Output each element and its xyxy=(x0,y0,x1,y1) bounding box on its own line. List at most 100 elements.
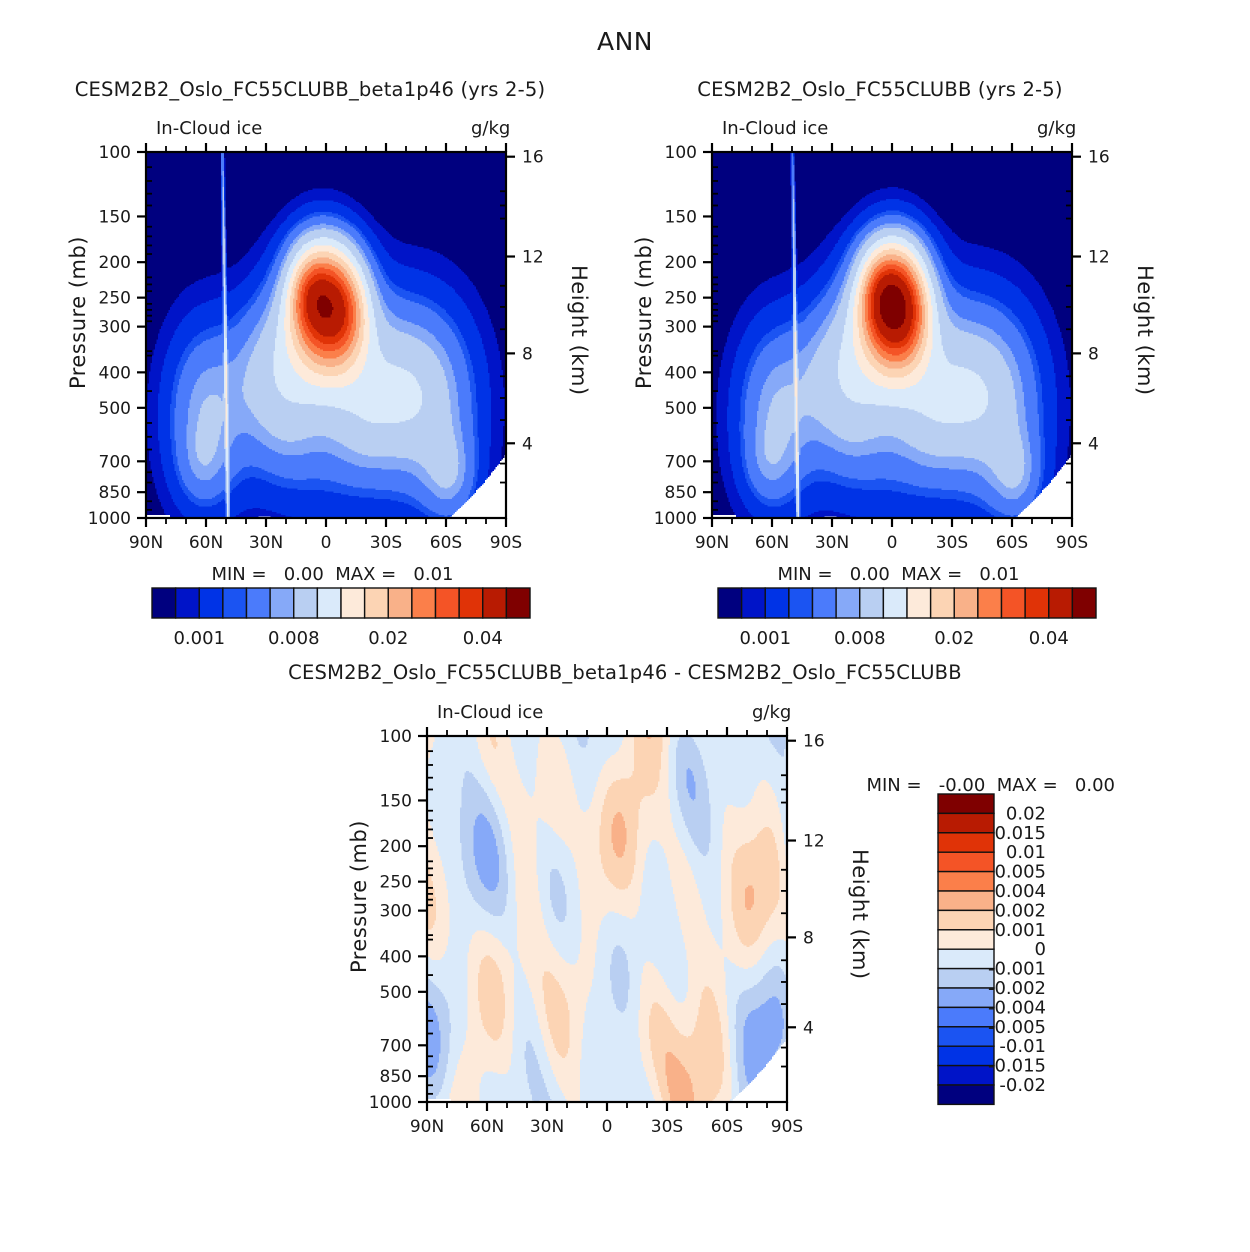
max-label-control: MAX = xyxy=(901,564,963,585)
colorbar-cell[interactable] xyxy=(937,832,995,853)
colorbar-cell[interactable] xyxy=(245,587,271,619)
colorbar-cell[interactable] xyxy=(937,851,995,873)
lat-tick-30N: 30N xyxy=(249,533,283,553)
colorbar-vertical-label--0.001: -0.001 xyxy=(988,959,1046,980)
colorbar-vertical-label-0.01: 0.01 xyxy=(1006,842,1046,863)
colorbar-label-0.02: 0.02 xyxy=(368,628,408,649)
colorbar-cell[interactable] xyxy=(937,793,995,815)
panel-title-difference: CESM2B2_Oslo_FC55CLUBB_beta1p46 - CESM2B… xyxy=(288,661,962,684)
colorbar-vertical-label--0.015: -0.015 xyxy=(988,1056,1046,1077)
colorbar-cell[interactable] xyxy=(937,1045,995,1067)
colorbar-cell[interactable] xyxy=(1000,587,1026,619)
colorbar-cell[interactable] xyxy=(222,587,248,619)
height-tick-4: 4 xyxy=(522,434,533,454)
pressure-tick-100: 100 xyxy=(99,143,131,163)
lat-tick-60N: 60N xyxy=(189,533,223,553)
axes-test: 100 150 200 250 300 400 500 700 850 1000 16 12 8 4 90N… xyxy=(88,143,544,553)
pressure-tick-700: 700 xyxy=(665,452,697,472)
axes-difference: 100 150 200 250 300 400 500 700 850 1000 16 12 8 4 90N… xyxy=(369,727,825,1137)
lat-tick-90S: 90S xyxy=(490,533,522,553)
colorbar-label-0.001: 0.001 xyxy=(173,628,225,649)
colorbar-cell[interactable] xyxy=(977,587,1003,619)
colorbar-vertical-label-0.005: 0.005 xyxy=(994,862,1046,883)
colorbar-cell[interactable] xyxy=(937,870,995,892)
colorbar-cell[interactable] xyxy=(174,587,200,619)
colorbar-cell[interactable] xyxy=(937,909,995,931)
max-value-test: 0.01 xyxy=(413,564,454,585)
min-label-control: MIN = xyxy=(777,564,833,585)
pressure-tick-300: 300 xyxy=(665,318,697,338)
colorbar-vertical-label--0.004: -0.004 xyxy=(988,997,1046,1018)
panel-units-label-test: g/kg xyxy=(471,118,511,139)
colorbar-cell[interactable] xyxy=(198,587,224,619)
lat-tick-60N: 60N xyxy=(470,1117,504,1137)
lat-tick-60S: 60S xyxy=(996,533,1028,553)
axes-control: 100 150 200 250 300 400 500 700 850 1000 16 12 8 4 90N… xyxy=(654,143,1110,553)
colorbar-cell[interactable] xyxy=(505,587,531,619)
pressure-tick-500: 500 xyxy=(665,399,697,419)
colorbar-vertical-label--0.002: -0.002 xyxy=(988,978,1046,999)
pressure-tick-1000: 1000 xyxy=(88,509,131,529)
pressure-tick-1000: 1000 xyxy=(369,1093,412,1113)
lat-tick-30S: 30S xyxy=(370,533,402,553)
colorbar-vertical-cells[interactable]: 0.020.0150.010.0050.0040.0020.0010-0.001… xyxy=(937,793,1046,1106)
colorbar-cell[interactable] xyxy=(937,890,995,912)
y-axis-title-height-control: Height (km) xyxy=(1133,265,1157,396)
height-tick-16: 16 xyxy=(522,148,544,168)
minmax-control: MIN = 0.00 MAX = 0.01 xyxy=(766,543,1019,585)
colorbar-cell[interactable] xyxy=(937,948,995,970)
height-tick-8: 8 xyxy=(803,928,814,948)
pressure-tick-400: 400 xyxy=(380,947,412,967)
colorbar-horizontal-test[interactable]: 0.001 0.008 0.02 0.04 xyxy=(0,0,620,660)
colorbar-vertical-label--0.02: -0.02 xyxy=(999,1075,1046,1096)
colorbar-cell[interactable] xyxy=(1024,587,1050,619)
panel-units-label-difference: g/kg xyxy=(752,702,792,723)
min-value-control: 0.00 xyxy=(849,564,890,585)
colorbar-cell[interactable] xyxy=(937,987,995,1009)
colorbar-horizontal-control[interactable]: 0.001 0.008 0.02 0.04 xyxy=(566,0,1186,660)
colorbar-cell[interactable] xyxy=(937,929,995,950)
pressure-tick-150: 150 xyxy=(665,207,697,227)
colorbar-cell[interactable] xyxy=(151,587,177,619)
colorbar-cell[interactable] xyxy=(929,587,955,619)
colorbar-cell[interactable] xyxy=(937,1006,995,1028)
colorbar-test[interactable]: 0.001 0.008 0.02 0.04 xyxy=(151,587,531,649)
panel-variable-label-test: In-Cloud ice xyxy=(156,118,263,139)
pressure-tick-500: 500 xyxy=(99,399,131,419)
colorbar-control[interactable]: 0.001 0.008 0.02 0.04 xyxy=(717,587,1097,649)
season-title: ANN xyxy=(596,27,653,56)
colorbar-cell[interactable] xyxy=(937,967,995,989)
colorbar-cell[interactable] xyxy=(937,1026,995,1047)
colorbar-vertical-label--0.005: -0.005 xyxy=(988,1017,1046,1038)
pressure-tick-200: 200 xyxy=(665,253,697,273)
colorbar-cell[interactable] xyxy=(937,1064,995,1086)
colorbar-cell[interactable] xyxy=(937,812,995,834)
colorbar-vertical-label-0.015: 0.015 xyxy=(994,823,1046,844)
colorbar-vertical-label-0.001: 0.001 xyxy=(994,920,1046,941)
minmax-test: MIN = 0.00 MAX = 0.01 xyxy=(200,543,454,585)
pressure-tick-250: 250 xyxy=(380,873,412,893)
lat-tick-90N: 90N xyxy=(695,533,729,553)
pressure-tick-850: 850 xyxy=(380,1067,412,1087)
colorbar-label-0.04: 0.04 xyxy=(463,628,503,649)
pressure-tick-200: 200 xyxy=(380,837,412,857)
colorbar-vertical-difference[interactable]: 0.02 0.015 0.01 0.005 0.004 0.002 0.001 0 -0.001… xyxy=(900,780,1200,1110)
height-tick-16: 16 xyxy=(1088,148,1110,168)
colorbar-cell[interactable] xyxy=(1071,587,1097,619)
y-axis-title-height-test: Height (km) xyxy=(567,265,591,396)
pressure-tick-500: 500 xyxy=(380,983,412,1003)
colorbar-cell[interactable] xyxy=(1048,587,1074,619)
colorbar-cell[interactable] xyxy=(953,587,979,619)
height-tick-12: 12 xyxy=(803,832,825,852)
colorbar-cell[interactable] xyxy=(937,1084,995,1106)
lat-tick-0: 0 xyxy=(321,533,332,553)
colorbar-cell[interactable] xyxy=(906,587,932,619)
panel-title-test: CESM2B2_Oslo_FC55CLUBB_beta1p46 (yrs 2-5… xyxy=(74,78,546,101)
panel-variable-label-control: In-Cloud ice xyxy=(722,118,829,139)
height-tick-16: 16 xyxy=(803,732,825,752)
lat-tick-60S: 60S xyxy=(711,1117,743,1137)
plot-area-control: 100 150 200 250 300 400 500 700 850 1000 16 12 8 4 90N… xyxy=(566,0,1186,560)
max-label-difference: MAX = xyxy=(996,775,1058,796)
lat-tick-90N: 90N xyxy=(129,533,163,553)
height-tick-4: 4 xyxy=(1088,434,1099,454)
